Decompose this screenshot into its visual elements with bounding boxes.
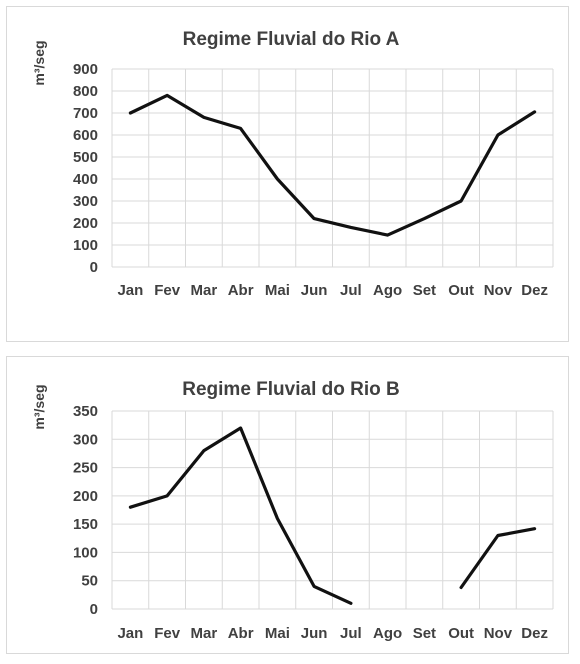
y-tick-label: 900 [73,61,98,78]
y-tick-label: 800 [73,83,98,100]
chart-rio-b: 0 50 100 150 200 250 300 350 Jan Fev Mar Abr Mai Jun… [31,379,554,642]
series-line [459,527,537,590]
x-tick-label: Fev [154,282,181,299]
x-axis-ticks: Jan Fev Mar Abr Mai Jun Jul Ago Set Out Nov Dez [117,625,548,642]
chart-panel-rio-a: 0 100 200 300 400 500 600 700 800 900 Jan Fev Mar Ab… [6,6,569,342]
x-tick-label: Jul [340,625,362,642]
y-tick-label: 0 [90,259,98,276]
y-axis-ticks: 0 100 200 300 400 500 600 700 800 900 [73,61,98,276]
x-tick-label: Mai [265,625,290,642]
y-tick-label: 0 [90,601,98,618]
x-tick-label: Jan [117,282,143,299]
x-tick-label: Jan [117,625,143,642]
series [128,93,537,237]
y-tick-label: 400 [73,171,98,188]
x-tick-label: Ago [373,625,402,642]
y-tick-label: 350 [73,403,98,420]
x-tick-label: Jul [340,282,362,299]
y-tick-label: 600 [73,127,98,144]
chart-title: Regime Fluvial do Rio B [182,379,399,400]
x-tick-label: Out [448,625,474,642]
x-axis-ticks: Jan Fev Mar Abr Mai Jun Jul Ago Set Out Nov Dez [117,282,548,299]
y-axis-label: m³/seg [31,384,47,429]
y-axis-label: m³/seg [31,40,47,85]
chart-rio-a: 0 100 200 300 400 500 600 700 800 900 Jan Fev Mar Ab… [31,29,554,299]
series-line [128,93,537,237]
y-tick-label: 700 [73,105,98,122]
y-tick-label: 200 [73,215,98,232]
x-tick-label: Ago [373,282,402,299]
y-axis-ticks: 0 50 100 150 200 250 300 350 [73,403,98,618]
x-tick-label: Jun [301,625,328,642]
x-tick-label: Nov [484,625,513,642]
x-tick-label: Fev [154,625,181,642]
y-tick-label: 250 [73,460,98,477]
x-tick-label: Abr [228,625,254,642]
x-tick-label: Dez [521,625,548,642]
x-tick-label: Dez [521,282,548,299]
x-tick-label: Abr [228,282,254,299]
chart-panel-rio-b: 0 50 100 150 200 250 300 350 Jan Fev Mar Abr Mai Jun… [6,356,569,654]
x-tick-label: Mar [191,625,218,642]
y-tick-label: 300 [73,431,98,448]
x-tick-label: Nov [484,282,513,299]
x-tick-label: Set [413,282,436,299]
y-tick-label: 50 [81,573,98,590]
y-tick-label: 500 [73,149,98,166]
x-tick-label: Mai [265,282,290,299]
y-tick-label: 300 [73,193,98,210]
x-tick-label: Set [413,625,436,642]
grid [111,68,554,268]
x-tick-label: Mar [191,282,218,299]
y-tick-label: 100 [73,544,98,561]
series [128,426,537,605]
y-tick-label: 100 [73,237,98,254]
x-tick-label: Out [448,282,474,299]
y-tick-label: 150 [73,516,98,533]
x-tick-label: Jun [301,282,328,299]
y-tick-label: 200 [73,488,98,505]
chart-title: Regime Fluvial do Rio A [183,29,400,50]
series-line [128,426,353,605]
grid [111,410,554,610]
